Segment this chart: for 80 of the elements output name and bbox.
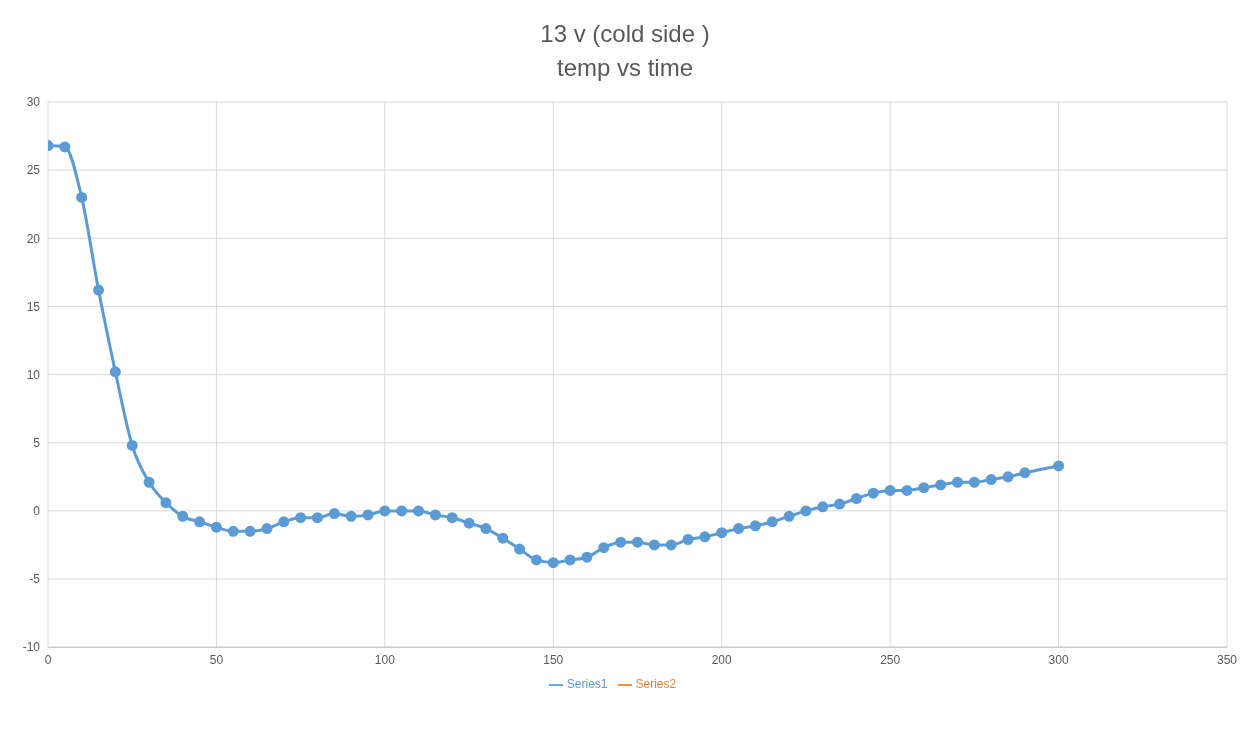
x-tick-label: 100 <box>374 652 396 667</box>
point <box>514 543 526 555</box>
point <box>109 366 121 378</box>
point <box>160 497 172 509</box>
y-tick-label: 0 <box>33 504 41 519</box>
y-tick-label: 5 <box>33 435 41 450</box>
point <box>446 512 458 524</box>
point <box>126 439 138 451</box>
x-tick-label: 200 <box>711 652 733 667</box>
point <box>581 551 593 563</box>
point <box>564 554 576 566</box>
point <box>1053 460 1065 472</box>
y-tick-label: -10 <box>22 640 41 655</box>
point <box>177 510 189 522</box>
y-tick-label: 25 <box>26 163 41 178</box>
point <box>261 523 273 535</box>
point <box>918 482 930 494</box>
point <box>362 509 374 521</box>
point <box>328 508 340 520</box>
y-tick-label: 20 <box>26 231 41 246</box>
point <box>884 484 896 496</box>
point <box>480 523 492 535</box>
y-tick-label: 15 <box>26 299 41 314</box>
x-tick-label: 250 <box>880 652 901 667</box>
point <box>311 512 323 524</box>
x-tick-label: 150 <box>543 652 564 667</box>
point <box>59 141 71 153</box>
point <box>850 493 862 505</box>
point <box>615 536 627 548</box>
x-tick-label: 300 <box>1048 652 1069 667</box>
y-tick-label: 10 <box>26 367 41 382</box>
point <box>952 476 964 488</box>
point <box>648 539 660 551</box>
chart-subtitle: temp vs time <box>556 54 694 82</box>
point <box>968 476 980 488</box>
point <box>547 557 559 569</box>
point <box>345 510 357 522</box>
point <box>396 505 408 517</box>
point <box>497 532 509 544</box>
point <box>194 516 206 528</box>
legend-label: Series1 <box>566 677 608 692</box>
point <box>665 539 677 551</box>
point <box>530 554 542 566</box>
point <box>93 284 105 296</box>
legend-label: Series2 <box>635 677 677 692</box>
chart-title: 13 v (cold side ) <box>539 20 711 48</box>
point <box>598 542 610 554</box>
point <box>901 484 913 496</box>
point <box>1002 471 1014 483</box>
point <box>733 523 745 535</box>
x-tick-label: 0 <box>44 652 52 667</box>
point <box>699 531 711 543</box>
point <box>295 512 307 524</box>
point <box>278 516 290 528</box>
point <box>210 521 222 533</box>
y-tick-label: -5 <box>29 572 41 587</box>
point <box>143 476 155 488</box>
point <box>716 527 728 539</box>
point <box>244 525 256 537</box>
point <box>985 474 997 486</box>
point <box>682 534 694 545</box>
point <box>429 509 441 521</box>
point <box>749 520 761 532</box>
point <box>413 505 425 517</box>
x-tick-label: 50 <box>209 652 224 667</box>
point <box>1019 467 1031 479</box>
x-tick-label: 350 <box>1216 652 1238 667</box>
point <box>935 479 947 491</box>
point <box>783 510 795 522</box>
point <box>463 517 475 529</box>
point <box>800 505 812 517</box>
point <box>632 536 643 548</box>
point <box>766 516 778 528</box>
point <box>867 487 879 499</box>
point <box>817 501 829 513</box>
point <box>834 498 846 510</box>
point <box>227 525 239 537</box>
point <box>379 505 391 517</box>
point <box>76 191 88 203</box>
y-tick-label: 30 <box>26 95 41 110</box>
